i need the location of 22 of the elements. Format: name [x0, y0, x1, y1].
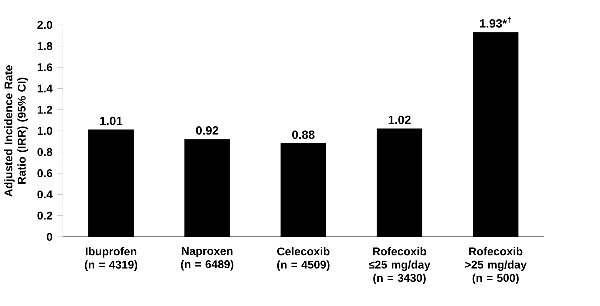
x-tick-label: Naproxen (n = 6489) — [181, 247, 234, 271]
y-tick-label: 1.8 — [38, 42, 53, 50]
y-tick-label: 0.4 — [38, 190, 53, 199]
y-tick-label: 0.6 — [38, 170, 52, 178]
data-label: 1.01 — [100, 116, 123, 126]
x-tick-label: Ibuprofen (n = 4319) — [85, 247, 138, 272]
y-tick-label: 1.2 — [38, 106, 52, 114]
data-label: 0.92 — [196, 126, 219, 135]
y-tick-label: 1.4 — [38, 84, 53, 93]
x-tick-label: Celecoxib (n = 4509) — [277, 247, 330, 272]
data-label: 1.02 — [388, 116, 411, 124]
data-label: 0.88 — [292, 130, 315, 140]
y-axis-title: Adjusted Incidence Rate Ratio (IRR) (95% CI) — [4, 66, 28, 197]
data-label: 1.93*$^{†}$ — [480, 16, 512, 28]
y-tick-label: 0 — [47, 233, 52, 242]
y-tick-label: 0.2 — [38, 212, 52, 220]
y-tick-label: 1.6 — [38, 64, 52, 72]
y-tick-label: 1.0 — [38, 127, 52, 136]
x-tick-label: Rofecoxib >25 mg/day (n = 500) — [465, 247, 527, 284]
y-tick-label: 0.8 — [38, 148, 53, 156]
y-tick-label: 2.0 — [38, 21, 52, 30]
x-tick-label: Rofecoxib ≤25 mg/day (n = 3430) — [369, 247, 431, 284]
